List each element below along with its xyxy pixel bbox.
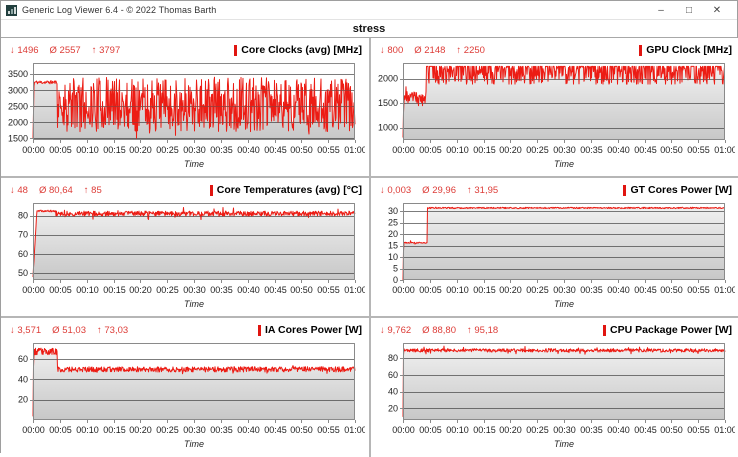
stat-max: ↑ 95,18	[466, 324, 499, 336]
legend-color-bar	[234, 44, 238, 56]
stat-min: ↓ 1496	[10, 44, 39, 56]
x-axis-label: Time	[184, 159, 204, 169]
chart-canvas-gpu-clock[interactable]	[373, 60, 735, 159]
chart-canvas-gt-cores-power[interactable]	[373, 200, 735, 299]
chart-stats: ↓ 1496 Ø 2557 ↑ 3797	[10, 45, 120, 56]
legend-color-bar	[603, 324, 607, 336]
chart-panel-cpu-package-power: ↓ 9,762 Ø 88,80 ↑ 95,18 CPU Package Powe…	[371, 318, 738, 457]
chart-title: Core Temperatures (avg) [°C]	[209, 184, 362, 196]
stat-avg: Ø 80,64	[38, 184, 73, 196]
chart-stats: ↓ 800 Ø 2148 ↑ 2250	[380, 45, 485, 56]
stat-max: ↑ 3797	[91, 44, 121, 56]
chart-title-text: GPU Clock [MHz]	[646, 44, 732, 56]
page-title: stress	[352, 22, 386, 35]
stat-min: ↓ 0,003	[380, 184, 412, 196]
chart-header: ↓ 3,571 Ø 51,03 ↑ 73,03 IA Cores Power […	[1, 318, 369, 338]
app-icon	[6, 4, 17, 16]
chart-title-text: CPU Package Power [W]	[610, 324, 732, 336]
maximize-button[interactable]: □	[675, 1, 703, 19]
chart-stats: ↓ 9,762 Ø 88,80 ↑ 95,18	[380, 325, 498, 336]
stat-max: ↑ 85	[83, 184, 102, 196]
x-axis-label: Time	[554, 299, 574, 309]
chart-title: GPU Clock [MHz]	[639, 44, 732, 56]
x-axis-label: Time	[184, 299, 204, 309]
chart-header: ↓ 48 Ø 80,64 ↑ 85 Core Temperatures (avg…	[1, 178, 369, 198]
x-axis-label: Time	[184, 439, 204, 449]
stat-min: ↓ 3,571	[10, 324, 42, 336]
stat-min: ↓ 48	[10, 184, 28, 196]
chart-header: ↓ 1496 Ø 2557 ↑ 3797 Core Clocks (avg) […	[1, 38, 369, 58]
stat-avg: Ø 2557	[49, 44, 81, 56]
charts-grid: ↓ 1496 Ø 2557 ↑ 3797 Core Clocks (avg) […	[1, 38, 738, 457]
tab-strip: stress	[1, 20, 737, 38]
chart-title: IA Cores Power [W]	[257, 324, 362, 336]
chart-title-text: IA Cores Power [W]	[264, 324, 362, 336]
chart-header: ↓ 9,762 Ø 88,80 ↑ 95,18 CPU Package Powe…	[371, 318, 738, 338]
stat-max: ↑ 31,95	[466, 184, 499, 196]
minimize-button[interactable]: –	[647, 1, 675, 19]
legend-color-bar	[257, 324, 261, 336]
stat-avg: Ø 2148	[414, 44, 446, 56]
chart-panel-core-clocks: ↓ 1496 Ø 2557 ↑ 3797 Core Clocks (avg) […	[1, 38, 369, 176]
legend-color-bar	[209, 184, 213, 196]
stat-avg: Ø 51,03	[52, 324, 86, 336]
chart-header: ↓ 800 Ø 2148 ↑ 2250 GPU Clock [MHz]	[371, 38, 738, 58]
x-axis-label: Time	[554, 159, 574, 169]
chart-title-text: Core Clocks (avg) [MHz]	[241, 44, 362, 56]
chart-title: GT Cores Power [W]	[623, 184, 732, 196]
chart-canvas-ia-cores-power[interactable]	[3, 340, 365, 439]
chart-title-text: GT Cores Power [W]	[630, 184, 732, 196]
legend-color-bar	[623, 184, 627, 196]
stat-min: ↓ 800	[380, 44, 404, 56]
stat-min: ↓ 9,762	[380, 324, 412, 336]
x-axis-label: Time	[554, 439, 574, 449]
legend-color-bar	[639, 44, 643, 56]
chart-stats: ↓ 48 Ø 80,64 ↑ 85	[10, 185, 102, 196]
chart-canvas-core-clocks[interactable]	[3, 60, 365, 159]
chart-panel-gpu-clock: ↓ 800 Ø 2148 ↑ 2250 GPU Clock [MHz] Time	[371, 38, 738, 176]
chart-panel-gt-cores-power: ↓ 0,003 Ø 29,96 ↑ 31,95 GT Cores Power […	[371, 178, 738, 316]
chart-panel-core-temperatures: ↓ 48 Ø 80,64 ↑ 85 Core Temperatures (avg…	[1, 178, 369, 316]
stat-max: ↑ 73,03	[96, 324, 129, 336]
stat-avg: Ø 29,96	[422, 184, 456, 196]
chart-canvas-core-temperatures[interactable]	[3, 200, 365, 299]
chart-header: ↓ 0,003 Ø 29,96 ↑ 31,95 GT Cores Power […	[371, 178, 738, 198]
stat-avg: Ø 88,80	[422, 324, 456, 336]
chart-title-text: Core Temperatures (avg) [°C]	[216, 184, 362, 196]
title-bar[interactable]: Generic Log Viewer 6.4 - © 2022 Thomas B…	[1, 1, 737, 20]
chart-panel-ia-cores-power: ↓ 3,571 Ø 51,03 ↑ 73,03 IA Cores Power […	[1, 318, 369, 457]
chart-canvas-cpu-package-power[interactable]	[373, 340, 735, 439]
chart-stats: ↓ 0,003 Ø 29,96 ↑ 31,95	[380, 185, 498, 196]
stat-max: ↑ 2250	[456, 44, 485, 56]
close-button[interactable]: ✕	[703, 1, 731, 19]
chart-stats: ↓ 3,571 Ø 51,03 ↑ 73,03	[10, 325, 128, 336]
window-title: Generic Log Viewer 6.4 - © 2022 Thomas B…	[22, 5, 217, 15]
chart-title: Core Clocks (avg) [MHz]	[234, 44, 362, 56]
chart-title: CPU Package Power [W]	[603, 324, 732, 336]
